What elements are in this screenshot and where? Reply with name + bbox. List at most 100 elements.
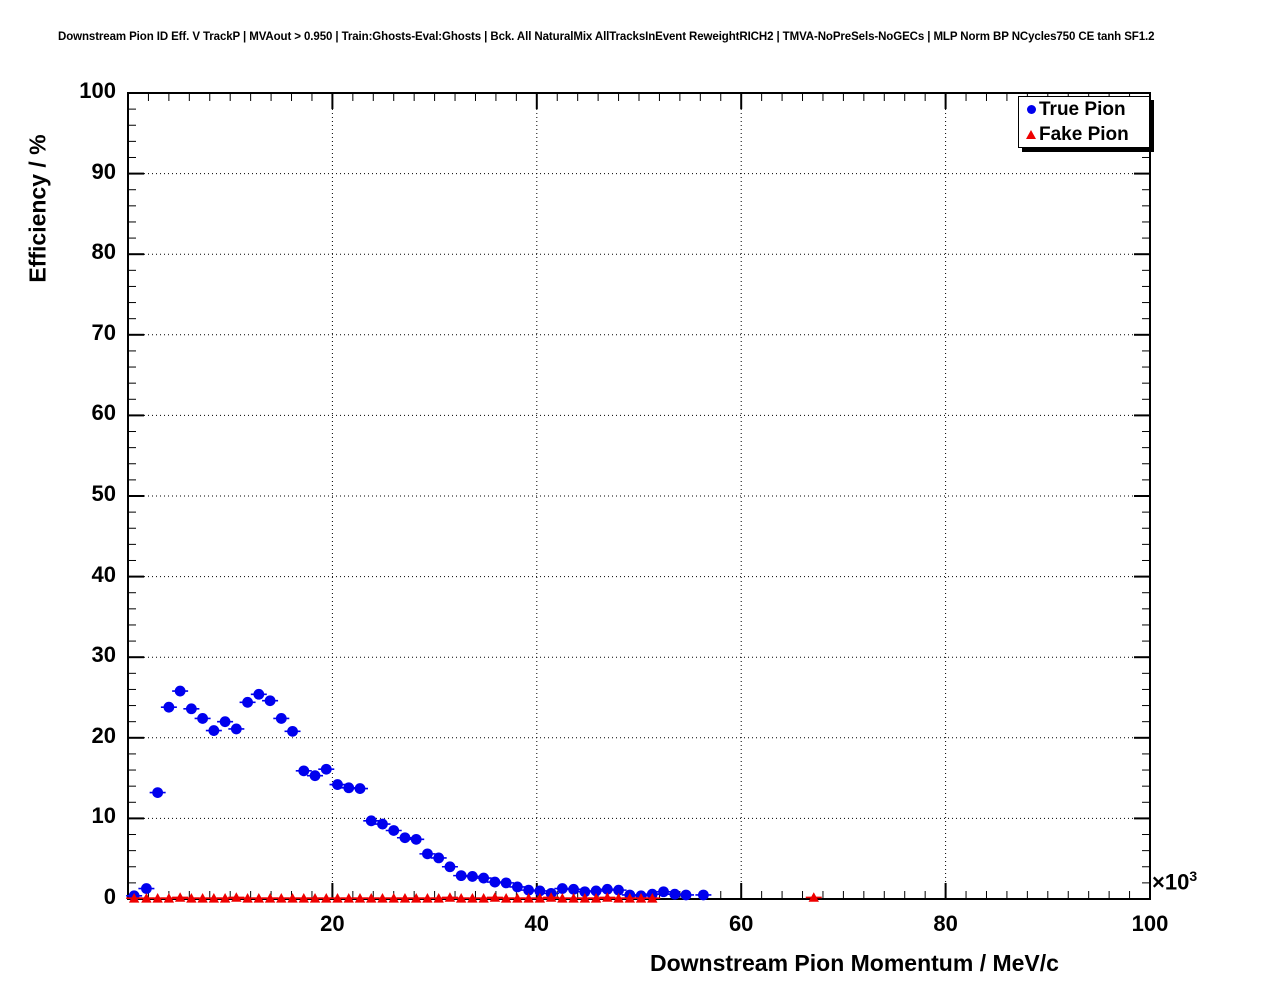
x-axis-exponent-power: 3 — [1189, 868, 1198, 884]
x-axis-title: Downstream Pion Momentum / MeV/c — [650, 950, 1059, 976]
data-point-circle — [332, 779, 343, 790]
data-point-circle — [140, 883, 152, 894]
data-point-triangle — [635, 892, 647, 903]
legend-entry-fake-pion: Fake Pion — [1019, 122, 1149, 147]
data-point-triangle — [332, 892, 343, 903]
data-point-circle — [365, 815, 377, 827]
data-point-circle — [208, 725, 220, 736]
x-axis-tick-label: 80 — [933, 911, 958, 936]
data-point-circle — [568, 883, 579, 895]
x-axis-tick-label: 20 — [320, 911, 345, 936]
y-axis-tick-label: 60 — [91, 400, 116, 426]
data-point-circle — [197, 713, 209, 724]
data-point-triangle — [444, 892, 456, 902]
data-point-circle — [478, 872, 490, 884]
data-point-circle — [444, 861, 456, 873]
data-point-triangle — [590, 892, 602, 903]
data-point-triangle — [478, 892, 489, 903]
data-point-circle — [422, 848, 433, 860]
data-point-circle — [590, 885, 602, 897]
data-point-triangle — [354, 892, 366, 903]
data-point-triangle — [613, 892, 624, 903]
data-point-triangle — [467, 892, 478, 903]
data-point-circle — [613, 884, 624, 896]
data-point-circle — [467, 871, 478, 882]
data-point-circle — [163, 701, 175, 713]
y-axis-tick-label: 10 — [91, 803, 116, 829]
blue-circle-marker-icon — [1023, 105, 1039, 114]
data-point-triangle — [276, 892, 287, 903]
data-point-triangle — [343, 892, 354, 903]
data-point-triangle — [534, 892, 546, 903]
data-point-circle — [489, 876, 501, 888]
x-axis-exponent-prefix: ×10 — [1152, 869, 1190, 895]
data-point-triangle — [197, 892, 208, 903]
x-axis-exponent: ×103 — [1152, 868, 1197, 895]
data-point-circle — [242, 696, 253, 708]
data-point-triangle — [287, 892, 298, 903]
data-point-triangle — [219, 892, 231, 903]
data-point-triangle — [489, 892, 501, 902]
data-point-triangle — [174, 892, 186, 902]
x-axis-tick-label: 40 — [524, 911, 550, 936]
data-point-triangle — [568, 892, 579, 903]
data-point-triangle — [647, 892, 658, 903]
y-axis-tick-label: 80 — [91, 239, 116, 265]
data-point-circle — [219, 716, 231, 728]
data-point-triangle — [433, 892, 444, 903]
data-point-circle — [511, 881, 523, 893]
y-axis-tick-label: 50 — [91, 481, 116, 506]
y-axis-tick-label: 90 — [91, 158, 116, 184]
data-point-circle — [523, 884, 535, 896]
data-point-circle — [534, 885, 546, 897]
red-triangle-marker-icon — [1023, 130, 1039, 139]
data-point-triangle — [242, 892, 253, 903]
data-point-circle — [579, 886, 591, 898]
data-point-circle — [433, 852, 445, 864]
data-point-triangle — [231, 892, 242, 902]
data-point-triangle — [264, 892, 276, 903]
data-point-triangle — [399, 892, 411, 903]
y-axis-tick-label: 30 — [91, 642, 116, 668]
data-point-triangle — [321, 892, 332, 903]
data-point-triangle — [512, 892, 523, 903]
data-point-circle — [253, 688, 265, 700]
y-axis-tick-label: 40 — [91, 561, 116, 587]
data-point-circle — [410, 833, 422, 845]
data-point-circle — [230, 723, 242, 735]
data-point-circle — [556, 883, 568, 894]
data-point-triangle — [523, 892, 534, 903]
data-point-triangle — [309, 892, 321, 903]
data-point-triangle — [152, 892, 163, 903]
data-point-triangle — [163, 892, 175, 903]
data-point-circle — [354, 783, 366, 794]
data-point-circle — [309, 770, 321, 782]
data-point-circle — [298, 765, 310, 777]
data-point-circle — [455, 870, 467, 882]
legend-entry-true-pion: True Pion — [1019, 97, 1149, 122]
data-point-circle — [185, 703, 197, 715]
data-point-triangle — [208, 892, 220, 903]
data-point-triangle — [253, 892, 265, 903]
data-point-triangle — [422, 892, 433, 903]
data-point-triangle — [388, 892, 399, 903]
data-point-circle — [669, 888, 681, 900]
data-point-circle — [399, 832, 411, 844]
data-point-circle — [320, 763, 332, 775]
data-point-circle — [287, 725, 298, 737]
data-point-circle — [264, 695, 276, 707]
plot-title: Downstream Pion ID Eff. V TrackP | MVAou… — [58, 31, 1155, 43]
data-point-circle — [275, 713, 287, 724]
data-point-triangle — [624, 892, 636, 903]
data-point-triangle — [579, 892, 591, 903]
data-point-triangle — [455, 892, 467, 903]
data-point-circle — [377, 818, 388, 830]
y-axis-tick-label: 70 — [91, 319, 116, 345]
legend-label-true-pion: True Pion — [1039, 99, 1126, 120]
legend: True Pion Fake Pion — [1018, 96, 1150, 148]
data-point-triangle — [545, 892, 557, 902]
y-axis-tick-label: 20 — [91, 722, 116, 748]
data-point-triangle — [128, 892, 140, 903]
data-point-triangle — [366, 892, 377, 903]
